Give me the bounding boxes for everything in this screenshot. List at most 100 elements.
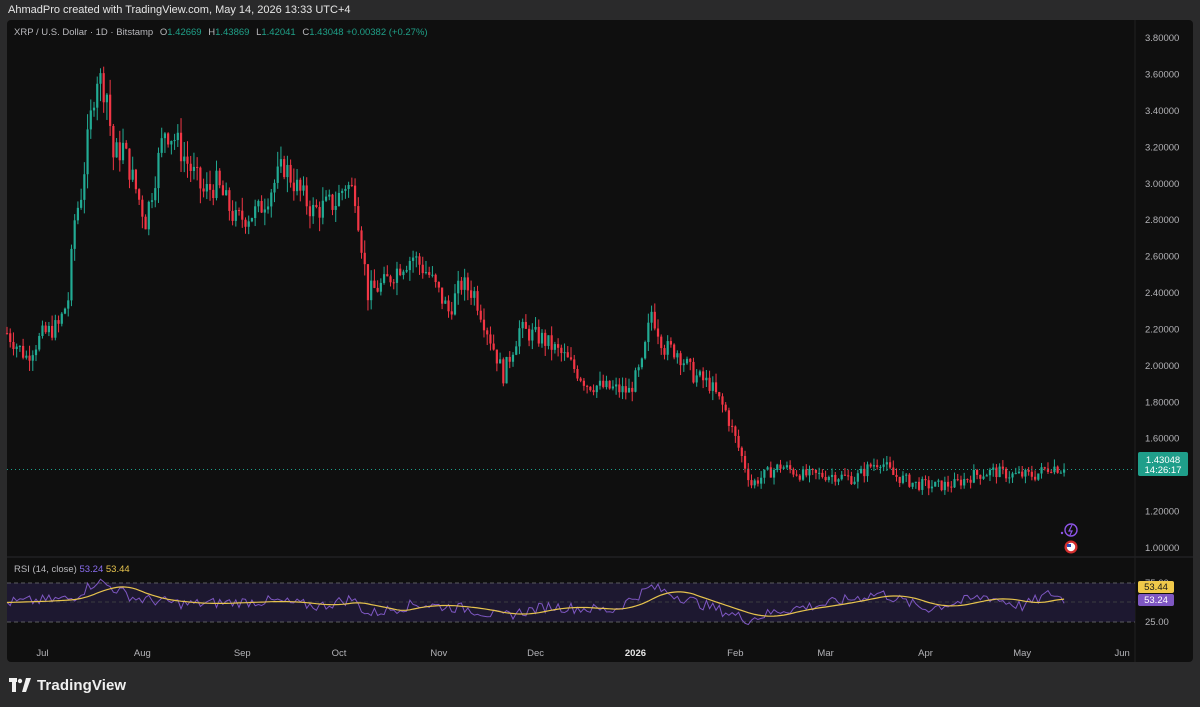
candle-body xyxy=(505,356,508,384)
tradingview-logo-text: TradingView xyxy=(37,676,127,694)
candle-body xyxy=(934,481,937,487)
chart-canvas[interactable]: 3.80000 3.60000 3.40000 3.20000 3.00000 2.800… xyxy=(0,0,1200,662)
candle-body xyxy=(943,481,946,491)
symbol-legend[interactable]: XRP / U.S. Dollar · 1D · Bitstamp O1.426… xyxy=(14,27,428,38)
rsi-indicator-name: RSI (14, close) xyxy=(14,564,77,575)
candle-body xyxy=(92,107,96,111)
candle-body xyxy=(843,474,847,476)
candle-body xyxy=(12,341,15,350)
candle-body xyxy=(315,204,318,208)
candle-body xyxy=(289,164,292,183)
price-axis[interactable]: 3.80000 3.60000 3.40000 3.20000 3.00000 2.800… xyxy=(1145,33,1179,554)
rsi-legend[interactable]: RSI (14, close) 53.24 53.44 xyxy=(14,564,130,575)
candle-body xyxy=(473,291,476,298)
candle-body xyxy=(57,320,60,324)
candle-body xyxy=(418,256,421,265)
candle-body xyxy=(83,174,86,200)
candle-body xyxy=(357,206,360,231)
low-value: 1.42041 xyxy=(261,27,296,38)
candle-body xyxy=(1046,468,1050,472)
candle-body xyxy=(692,361,695,383)
lightning-event-icon[interactable] xyxy=(1060,523,1078,537)
candle-body xyxy=(392,282,395,284)
candle-body xyxy=(1014,473,1017,475)
candle-body xyxy=(669,341,673,345)
candle-body xyxy=(228,190,231,211)
price-tick-label: 3.60000 xyxy=(1145,70,1179,81)
candle-body xyxy=(86,129,89,175)
candle-body xyxy=(579,378,582,381)
candle-body xyxy=(415,256,418,258)
candle-body xyxy=(305,185,308,207)
candle-body xyxy=(486,330,489,335)
candle-body xyxy=(379,282,382,292)
candle-body xyxy=(73,220,76,249)
candle-body xyxy=(199,167,202,189)
candle-body xyxy=(814,469,818,473)
candle-body xyxy=(824,476,827,481)
candle-body xyxy=(299,179,302,191)
open-value: 1.42669 xyxy=(167,27,202,38)
candle-body xyxy=(1062,469,1066,473)
candle-body xyxy=(724,404,727,411)
candle-body xyxy=(9,333,12,342)
candle-body xyxy=(685,358,689,364)
candle-body xyxy=(215,170,218,199)
candle-body xyxy=(795,474,798,476)
candle-body xyxy=(1008,477,1011,479)
candle-body xyxy=(41,325,44,336)
candle-body xyxy=(917,481,921,490)
candle-body xyxy=(537,326,540,344)
candle-body xyxy=(373,280,376,288)
candle-body xyxy=(105,94,109,103)
candle-body xyxy=(96,83,99,108)
us-flag-event-icon[interactable] xyxy=(1064,540,1078,554)
time-tick-label: Feb xyxy=(727,648,743,659)
candle-body xyxy=(627,387,631,393)
candle-body xyxy=(308,206,312,217)
candle-body xyxy=(257,200,260,207)
candle-body xyxy=(463,277,466,290)
candle-body xyxy=(273,182,276,193)
candle-body xyxy=(508,356,511,362)
candle-body xyxy=(586,385,589,387)
candle-body xyxy=(134,169,138,190)
candle-body xyxy=(801,469,805,480)
candle-body xyxy=(853,481,856,485)
candle-body xyxy=(689,358,692,362)
candle-body xyxy=(847,475,850,477)
candle-body xyxy=(234,210,237,221)
candle-body xyxy=(428,272,431,275)
candle-body xyxy=(756,480,760,484)
candle-body xyxy=(399,268,402,276)
time-axis[interactable]: Jul Aug Sep Oct Nov Dec 2026 Feb Mar Apr May Jun xyxy=(36,648,1129,659)
price-tick-label: 2.20000 xyxy=(1145,324,1179,335)
candle-body xyxy=(876,465,879,468)
candle-body xyxy=(366,264,370,301)
rsi-legend-value: 53.24 xyxy=(79,564,104,575)
candle-body xyxy=(959,479,963,486)
high-label: H xyxy=(208,27,216,38)
chart-panel[interactable] xyxy=(7,20,1193,662)
candle-body xyxy=(956,479,959,481)
candle-body xyxy=(769,467,772,478)
candle-body xyxy=(115,142,118,158)
candle-body xyxy=(785,465,789,468)
candle-body xyxy=(60,313,63,324)
candle-body xyxy=(440,287,444,304)
candle-body xyxy=(1004,468,1008,479)
candle-body xyxy=(67,300,70,309)
candle-body xyxy=(482,319,486,331)
candle-body xyxy=(38,335,41,350)
candle-body xyxy=(663,348,666,355)
close-value: 1.43048 xyxy=(309,27,344,38)
candle-body xyxy=(885,462,888,465)
candle-body xyxy=(469,290,473,298)
candle-body xyxy=(666,341,669,355)
candle-body xyxy=(376,287,379,292)
tradingview-logo[interactable]: TradingView xyxy=(9,676,126,694)
candle-body xyxy=(47,325,50,333)
candle-body xyxy=(656,328,660,337)
candle-body xyxy=(640,358,644,368)
candle-body xyxy=(466,277,469,291)
